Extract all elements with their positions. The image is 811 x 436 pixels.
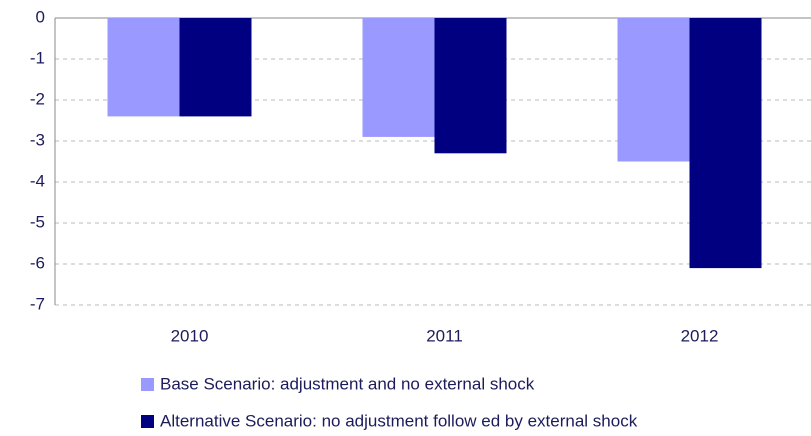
bar: [362, 18, 435, 137]
bar: [434, 18, 507, 154]
y-tick-label: -7: [30, 294, 45, 313]
y-tick-label: 0: [36, 7, 45, 26]
bar: [179, 18, 252, 117]
legend-label: Base Scenario: adjustment and no externa…: [160, 374, 535, 393]
bar: [107, 18, 180, 117]
y-tick-label: -5: [30, 212, 45, 231]
legend-label: Alternative Scenario: no adjustment foll…: [160, 411, 638, 430]
legend-swatch: [141, 378, 154, 391]
x-tick-label: 2011: [426, 326, 463, 345]
y-tick-label: -3: [30, 130, 45, 149]
y-tick-label: -1: [30, 48, 45, 67]
y-tick-label: -6: [30, 253, 45, 272]
x-tick-label: 2012: [681, 326, 719, 345]
bar: [617, 18, 690, 162]
y-tick-label: -4: [30, 171, 45, 190]
bar: [689, 18, 762, 269]
legend-swatch: [141, 415, 154, 428]
x-tick-label: 2010: [171, 326, 209, 345]
y-tick-label: -2: [30, 89, 45, 108]
